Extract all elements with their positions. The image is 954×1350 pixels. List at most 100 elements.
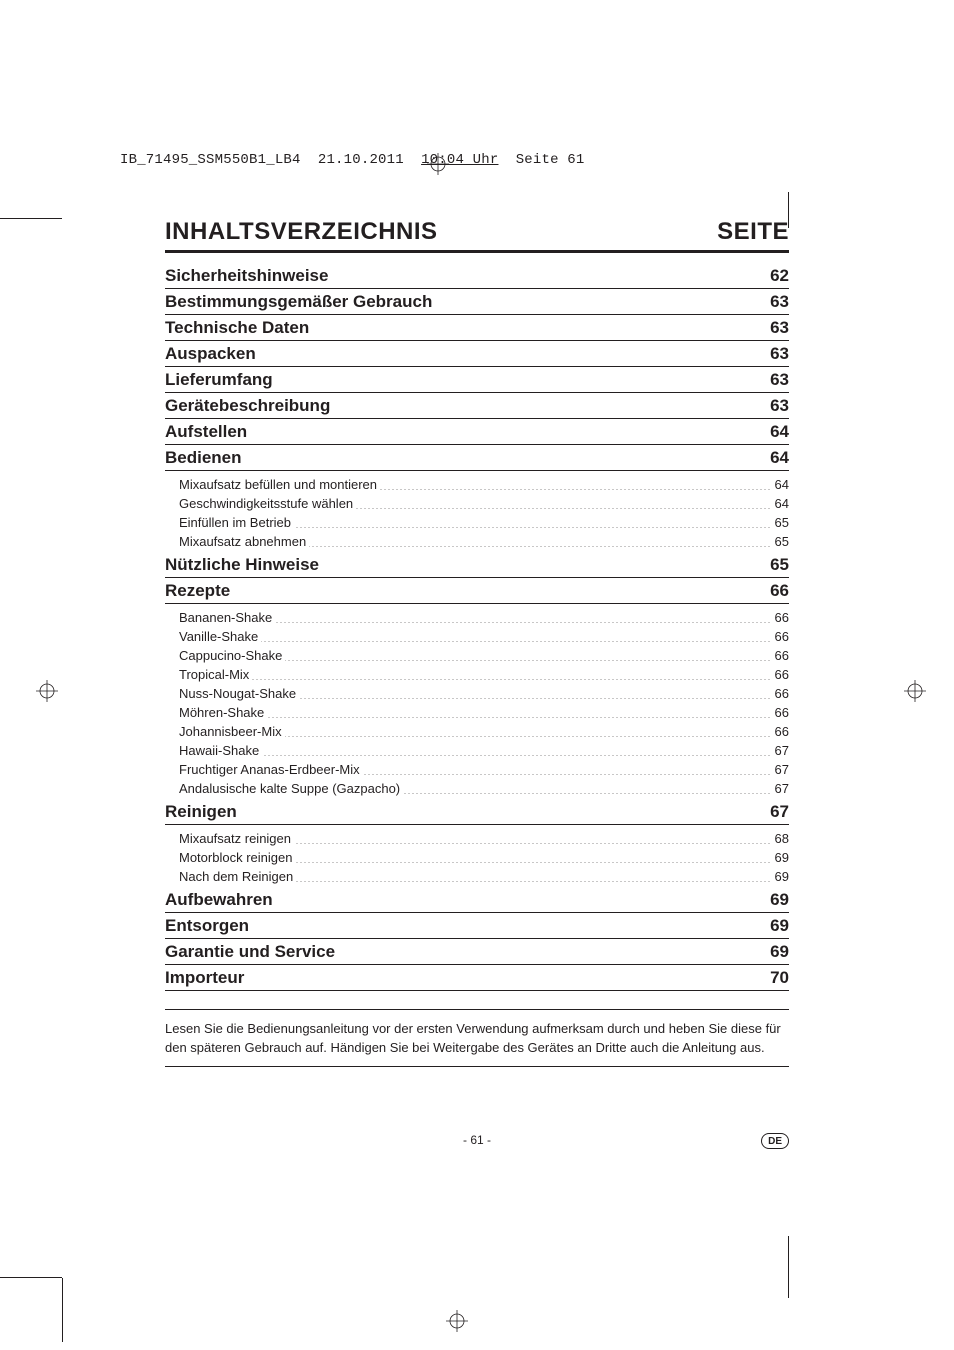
- toc-entry: Technische Daten 63: [165, 315, 789, 341]
- toc-sub-block: Mixaufsatz reinigen68Motorblock reinigen…: [165, 825, 789, 887]
- toc-subentry-label: Hawaii-Shake: [179, 743, 262, 758]
- toc-subentry: Johannisbeer-Mix66: [165, 721, 789, 740]
- toc-subentry-page: 68: [772, 831, 789, 846]
- toc-subentry-label: Geschwindigkeitsstufe wählen: [179, 496, 356, 511]
- toc-entry: Rezepte 66: [165, 578, 789, 604]
- toc-entry-label: Gerätebeschreibung: [165, 396, 330, 416]
- toc-entry-page: 64: [770, 448, 789, 468]
- toc-heading-row: INHALTSVERZEICHNIS SEITE: [165, 218, 789, 253]
- toc-subentry-page: 69: [772, 850, 789, 865]
- language-code: DE: [761, 1133, 789, 1149]
- toc-entry: Garantie und Service69: [165, 939, 789, 965]
- toc-entry-page: 63: [770, 344, 789, 364]
- toc-subentry-label: Fruchtiger Ananas-Erdbeer-Mix: [179, 762, 363, 777]
- toc-entry: Bedienen64: [165, 445, 789, 471]
- leader-dots: [179, 641, 789, 642]
- toc-entry: Bestimmungsgemäßer Gebrauch63: [165, 289, 789, 315]
- toc-subentry: Geschwindigkeitsstufe wählen 64: [165, 493, 789, 512]
- toc-subentry-page: 64: [772, 496, 789, 511]
- page: IB_71495_SSM550B1_LB4 21.10.2011 10:04 U…: [0, 0, 954, 1350]
- toc-subentry: Cappucino-Shake 66: [165, 645, 789, 664]
- toc-entry: Aufstellen64: [165, 419, 789, 445]
- toc-subentry-page: 66: [772, 648, 789, 663]
- toc-entry-page: 65: [770, 555, 789, 575]
- toc-subentry-label: Andalusische kalte Suppe (Gazpacho): [179, 781, 403, 796]
- toc-entry-label: Aufstellen: [165, 422, 247, 442]
- toc-sub-block: Bananen-Shake66Vanille-Shake66Cappucino-…: [165, 604, 789, 799]
- leader-dots: [179, 717, 789, 718]
- slug-file: IB_71495_SSM550B1_LB4: [120, 152, 301, 168]
- leader-dots: [179, 679, 789, 680]
- toc-subentry-label: Cappucino-Shake: [179, 648, 285, 663]
- toc-subentry-label: Mixaufsatz abnehmen: [179, 534, 309, 549]
- toc-entry: Importeur 70: [165, 965, 789, 991]
- toc-entry-page: 63: [770, 318, 789, 338]
- toc-entry-page: 69: [770, 916, 789, 936]
- toc-sub-block: Mixaufsatz befüllen und montieren64Gesch…: [165, 471, 789, 552]
- toc-entry: Entsorgen 69: [165, 913, 789, 939]
- toc-subentry: Möhren-Shake 66: [165, 702, 789, 721]
- toc-entry-page: 66: [770, 581, 789, 601]
- toc-subentry-page: 64: [772, 477, 789, 492]
- toc-subentry-page: 66: [772, 667, 789, 682]
- toc-subentry: Andalusische kalte Suppe (Gazpacho) 67: [165, 778, 789, 797]
- toc-subentry-label: Motorblock reinigen: [179, 850, 295, 865]
- toc-subentry: Bananen-Shake 66: [165, 607, 789, 626]
- toc-subentry: Mixaufsatz befüllen und montieren64: [165, 474, 789, 493]
- toc-entry-label: Sicherheitshinweise: [165, 266, 328, 286]
- toc-body: Sicherheitshinweise 62 Bestimmungsgemäßer …: [165, 263, 789, 991]
- toc-subentry-label: Möhren-Shake: [179, 705, 267, 720]
- toc-entry-page: 67: [770, 802, 789, 822]
- toc-entry-label: Importeur: [165, 968, 244, 988]
- toc-entry-label: Rezepte: [165, 581, 230, 601]
- toc-page-label: SEITE: [717, 218, 789, 246]
- toc-entry-label: Technische Daten: [165, 318, 309, 338]
- footer-note: Lesen Sie die Bedienungsanleitung vor de…: [165, 1009, 789, 1067]
- toc-subentry-page: 67: [772, 743, 789, 758]
- toc-entry-label: Reinigen: [165, 802, 237, 822]
- toc-entry: Sicherheitshinweise 62: [165, 263, 789, 289]
- language-badge: DE: [761, 1131, 789, 1149]
- toc-subentry: Fruchtiger Ananas-Erdbeer-Mix 67: [165, 759, 789, 778]
- toc-entry-page: 62: [770, 266, 789, 286]
- toc-subentry: Vanille-Shake66: [165, 626, 789, 645]
- toc-entry-page: 69: [770, 890, 789, 910]
- toc-entry-page: 70: [770, 968, 789, 988]
- toc-subentry-label: Einfüllen im Betrieb: [179, 515, 294, 530]
- toc-title: INHALTSVERZEICHNIS: [165, 218, 438, 246]
- toc-entry: Gerätebeschreibung63: [165, 393, 789, 419]
- toc-subentry-page: 67: [772, 762, 789, 777]
- toc-subentry: Mixaufsatz reinigen 68: [165, 828, 789, 847]
- toc-subentry: Nach dem Reinigen69: [165, 866, 789, 885]
- registration-mark-icon: [36, 680, 58, 702]
- toc-subentry: Nuss-Nougat-Shake 66: [165, 683, 789, 702]
- toc-entry-label: Aufbewahren: [165, 890, 273, 910]
- toc-subentry: Motorblock reinigen 69: [165, 847, 789, 866]
- toc-subentry-page: 66: [772, 724, 789, 739]
- toc-subentry-page: 66: [772, 686, 789, 701]
- crop-mark: [788, 1236, 789, 1298]
- toc-entry-label: Bestimmungsgemäßer Gebrauch: [165, 292, 432, 312]
- toc-subentry-label: Mixaufsatz reinigen: [179, 831, 294, 846]
- toc-entry-label: Entsorgen: [165, 916, 249, 936]
- toc-subentry-page: 66: [772, 629, 789, 644]
- toc-entry-label: Auspacken: [165, 344, 256, 364]
- toc-subentry-page: 65: [772, 534, 789, 549]
- slug-page: Seite 61: [516, 152, 585, 168]
- toc-subentry-page: 66: [772, 610, 789, 625]
- toc-subentry-page: 66: [772, 705, 789, 720]
- toc-subentry-page: 67: [772, 781, 789, 796]
- content-area: INHALTSVERZEICHNIS SEITE Sicherheitshinw…: [165, 218, 789, 1067]
- toc-subentry-label: Tropical-Mix: [179, 667, 252, 682]
- toc-entry-label: Lieferumfang: [165, 370, 273, 390]
- toc-subentry: Hawaii-Shake 67: [165, 740, 789, 759]
- slug-time: 10:04 Uhr: [421, 152, 498, 168]
- toc-subentry-label: Nuss-Nougat-Shake: [179, 686, 299, 701]
- registration-mark-icon: [446, 1310, 468, 1332]
- toc-subentry: Einfüllen im Betrieb 65: [165, 512, 789, 531]
- toc-subentry: Mixaufsatz abnehmen 65: [165, 531, 789, 550]
- page-number: - 61 -: [463, 1133, 491, 1147]
- toc-subentry-page: 65: [772, 515, 789, 530]
- toc-entry: Reinigen 67: [165, 799, 789, 825]
- toc-subentry-label: Bananen-Shake: [179, 610, 275, 625]
